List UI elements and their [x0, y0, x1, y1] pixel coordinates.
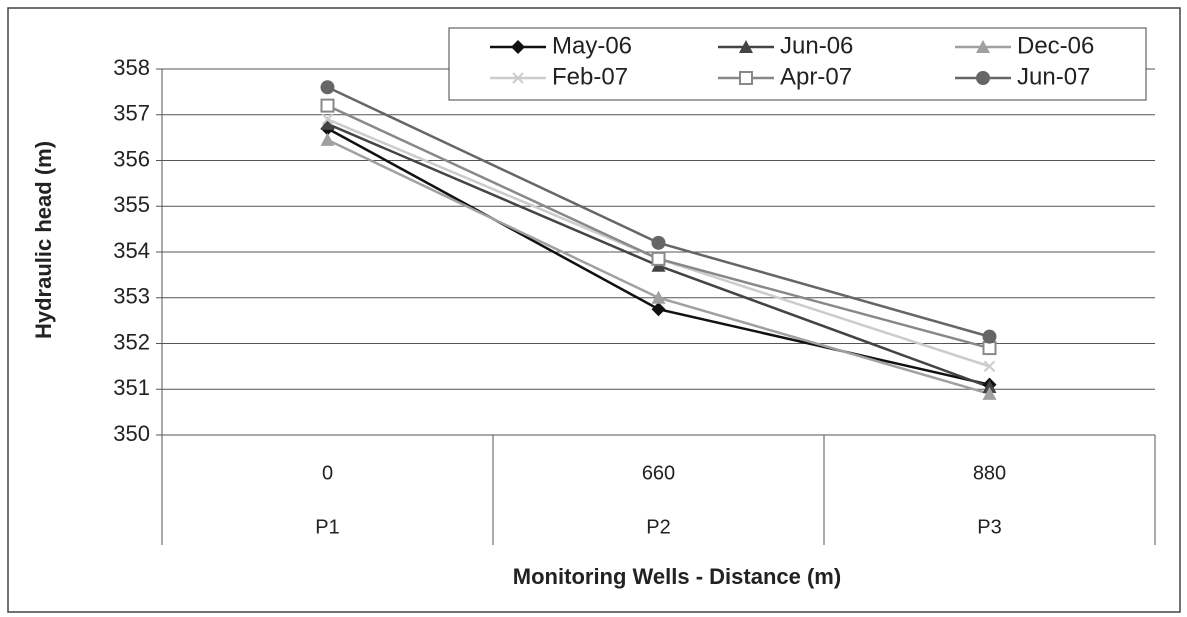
chart-border [7, 7, 1181, 613]
x-group-label: P2 [646, 516, 670, 538]
y-axis-title: Hydraulic head (m) [31, 141, 56, 339]
y-tick-label: 356 [113, 146, 150, 171]
marker [321, 113, 334, 126]
x-group-label: P1 [315, 516, 339, 538]
marker [976, 40, 990, 53]
marker [983, 360, 996, 373]
legend-label: Feb-07 [552, 63, 628, 90]
legend-label: Jun-06 [780, 32, 853, 59]
marker [982, 341, 997, 356]
legend-label: May-06 [552, 32, 632, 59]
marker [982, 379, 997, 393]
marker [651, 290, 666, 304]
marker [651, 251, 666, 266]
y-tick-label: 355 [113, 192, 150, 217]
legend-label: Jun-07 [1017, 63, 1090, 90]
marker [320, 80, 335, 95]
y-tick-label: 351 [113, 375, 150, 400]
y-tick-label: 350 [113, 421, 150, 446]
marker [320, 98, 335, 113]
x-axis-title: Monitoring Wells - Distance (m) [513, 564, 841, 589]
marker [320, 116, 335, 130]
legend-label: Dec-06 [1017, 32, 1094, 59]
legend-box [448, 27, 1147, 101]
marker [976, 71, 990, 85]
marker [739, 71, 753, 85]
y-tick-label: 358 [113, 55, 150, 80]
marker [651, 302, 666, 317]
marker [511, 40, 525, 54]
x-tick-label: 880 [973, 462, 1006, 484]
y-tick-label: 354 [113, 238, 150, 263]
y-tick-label: 353 [113, 284, 150, 309]
y-tick-label: 357 [113, 101, 150, 126]
x-tick-label: 660 [642, 462, 675, 484]
marker [651, 235, 666, 250]
legend: May-06 Jun-06 Dec-06 Feb-07 Apr-07 Jun-07 [448, 27, 1147, 101]
marker [320, 132, 335, 146]
y-tick-label: 352 [113, 329, 150, 354]
marker [512, 72, 524, 84]
x-group-label: P3 [977, 516, 1001, 538]
marker [982, 329, 997, 344]
x-tick-label: 0 [322, 462, 333, 484]
legend-label: Apr-07 [780, 63, 852, 90]
marker [982, 386, 997, 400]
marker [739, 40, 753, 53]
